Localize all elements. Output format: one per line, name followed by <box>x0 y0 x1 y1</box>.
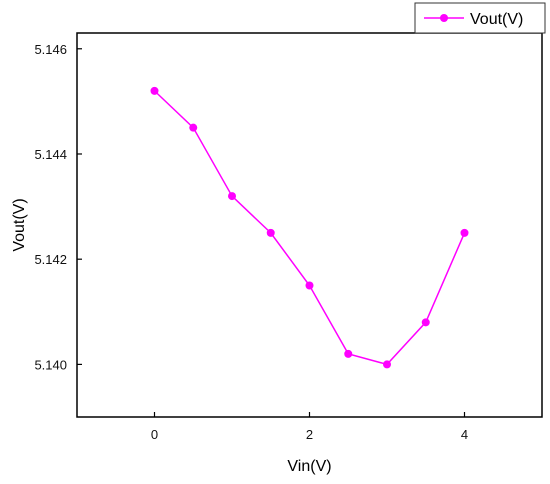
series-layer <box>150 86 469 369</box>
data-point <box>150 86 159 95</box>
x-tick-label: 2 <box>306 427 313 442</box>
y-axis-title: Vout(V) <box>11 198 28 251</box>
data-point <box>344 349 353 358</box>
data-point <box>460 228 469 237</box>
legend-label: Vout(V) <box>470 11 523 28</box>
y-tick-label: 5.144 <box>34 147 67 162</box>
y-tick-label: 5.140 <box>34 357 67 372</box>
data-point <box>305 281 314 290</box>
x-axis-ticks: 0 2 4 <box>151 412 468 442</box>
data-point <box>189 123 198 132</box>
data-point <box>383 360 391 369</box>
legend-marker-swatch <box>440 14 448 22</box>
plot-area <box>76 32 543 418</box>
x-tick-label: 0 <box>151 427 158 442</box>
x-tick-label: 4 <box>461 427 468 442</box>
x-axis-title: Vin(V) <box>287 458 331 475</box>
legend: Vout(V) <box>414 2 546 34</box>
y-tick-label: 5.142 <box>34 252 67 267</box>
y-axis-ticks: 5.140 5.142 5.144 5.146 <box>34 42 82 372</box>
data-point <box>421 318 430 327</box>
data-point <box>228 192 236 201</box>
data-point <box>266 228 275 237</box>
y-tick-label: 5.146 <box>34 42 67 57</box>
